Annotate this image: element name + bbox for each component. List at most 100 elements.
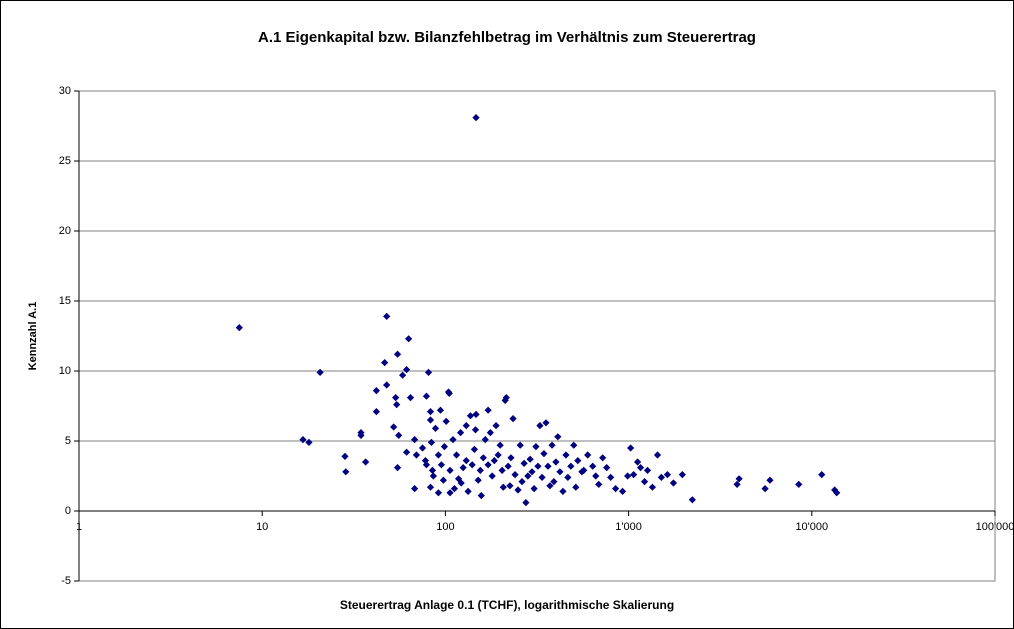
- marker: [462, 457, 470, 465]
- marker: [392, 394, 400, 402]
- marker: [504, 462, 512, 470]
- marker: [536, 422, 544, 430]
- marker: [393, 401, 401, 409]
- y-tick-label: 20: [59, 225, 71, 237]
- marker: [395, 431, 403, 439]
- x-tick-label: 1: [76, 521, 82, 533]
- marker: [562, 451, 570, 459]
- marker: [429, 472, 438, 480]
- marker: [554, 433, 562, 441]
- marker: [436, 406, 445, 414]
- marker: [766, 476, 774, 484]
- marker: [466, 412, 475, 420]
- marker: [559, 487, 567, 495]
- marker: [421, 457, 430, 465]
- marker: [479, 454, 487, 462]
- marker: [544, 462, 552, 470]
- y-tick-label: 0: [65, 505, 71, 517]
- marker: [603, 464, 611, 472]
- marker: [795, 480, 803, 488]
- marker: [502, 394, 510, 402]
- marker: [509, 415, 517, 423]
- x-tick-label: 1'000: [615, 521, 642, 533]
- y-tick-label: 15: [59, 295, 71, 307]
- marker: [526, 455, 534, 463]
- marker: [381, 359, 389, 367]
- marker: [299, 436, 307, 444]
- marker: [640, 478, 649, 486]
- marker: [428, 466, 437, 474]
- marker: [507, 454, 515, 462]
- x-tick-label: 10'000: [795, 521, 828, 533]
- marker: [761, 485, 769, 493]
- marker: [410, 436, 419, 444]
- marker: [488, 472, 496, 480]
- marker: [653, 451, 662, 459]
- marker: [472, 114, 480, 122]
- marker: [518, 478, 526, 486]
- marker: [439, 476, 447, 484]
- marker: [341, 452, 349, 460]
- marker: [464, 487, 472, 495]
- marker: [434, 451, 443, 459]
- marker: [393, 464, 402, 472]
- x-axis-title: Steuerertrag Anlage 0.1 (TCHF), logarith…: [340, 598, 674, 612]
- marker: [402, 448, 411, 456]
- marker: [735, 475, 743, 483]
- y-tick-label: 5: [65, 435, 71, 447]
- marker: [514, 486, 522, 494]
- marker: [412, 451, 421, 459]
- marker: [316, 368, 324, 376]
- marker: [422, 392, 431, 400]
- marker: [492, 422, 500, 430]
- plot-area: [78, 90, 996, 582]
- marker: [362, 458, 370, 466]
- marker: [462, 422, 470, 430]
- marker: [599, 454, 607, 462]
- marker: [486, 429, 494, 437]
- marker: [496, 441, 504, 449]
- marker: [618, 487, 627, 495]
- marker: [574, 457, 582, 465]
- marker: [434, 489, 443, 497]
- marker: [445, 389, 453, 397]
- marker: [477, 492, 485, 500]
- marker: [511, 471, 519, 479]
- marker: [470, 445, 479, 453]
- marker: [402, 366, 411, 374]
- marker: [450, 485, 459, 493]
- marker: [556, 468, 564, 476]
- marker: [481, 436, 489, 444]
- chart-title: A.1 Eigenkapital bzw. Bilanzfehlbetrag i…: [258, 29, 756, 46]
- marker: [552, 458, 560, 466]
- marker: [426, 408, 435, 416]
- x-tick-label: 10: [256, 521, 268, 533]
- marker: [532, 443, 540, 451]
- marker: [472, 410, 480, 418]
- marker: [406, 394, 415, 402]
- marker: [426, 483, 435, 491]
- marker: [468, 461, 476, 469]
- marker: [636, 464, 645, 472]
- marker: [595, 480, 603, 488]
- marker: [372, 387, 380, 395]
- marker: [427, 438, 436, 446]
- marker: [627, 444, 635, 452]
- marker: [524, 472, 532, 480]
- marker: [663, 471, 672, 479]
- marker: [611, 485, 620, 493]
- marker: [459, 464, 467, 472]
- marker: [589, 462, 597, 470]
- marker: [833, 489, 841, 497]
- marker: [733, 480, 741, 488]
- marker: [452, 451, 461, 459]
- marker: [818, 471, 826, 479]
- marker: [530, 485, 538, 493]
- marker: [548, 441, 556, 449]
- marker: [572, 483, 580, 491]
- marker: [437, 461, 446, 469]
- marker: [426, 416, 435, 424]
- marker: [490, 457, 498, 465]
- x-tick-label: 100'000: [976, 521, 1014, 533]
- marker: [592, 472, 600, 480]
